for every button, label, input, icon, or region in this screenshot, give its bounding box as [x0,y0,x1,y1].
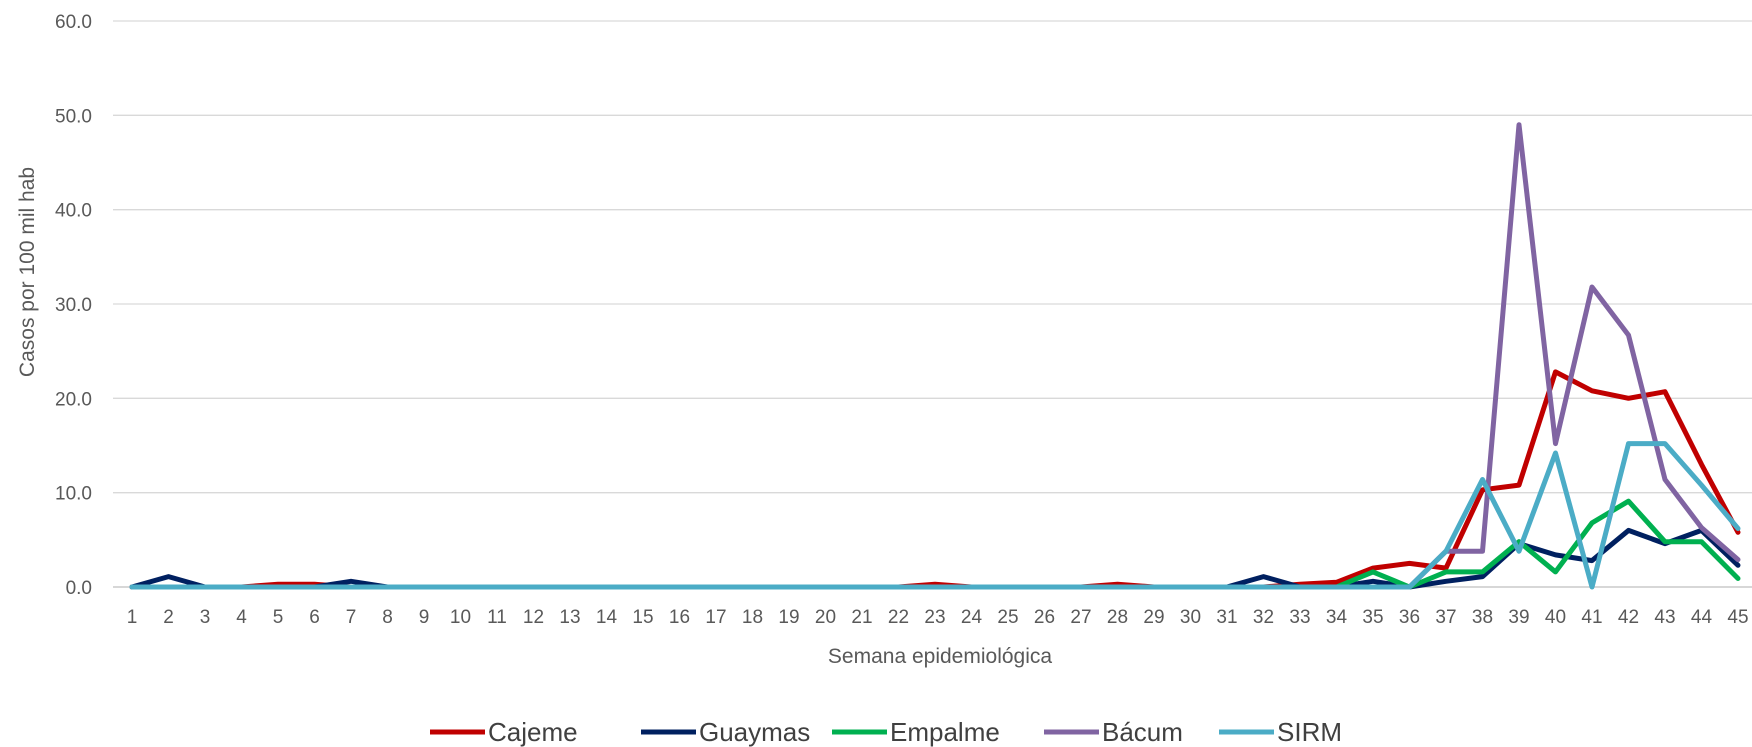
series-line-empalme [129,498,1741,590]
x-tick-label: 33 [1289,607,1310,628]
x-tick-label: 24 [961,607,983,628]
x-tick-label: 25 [997,607,1018,628]
series-line-bácum [129,122,1741,590]
x-tick-label: 22 [888,607,909,628]
x-tick-label: 38 [1472,607,1493,628]
x-tick-label: 45 [1727,607,1748,628]
x-tick-label: 10 [450,607,471,628]
x-tick-label: 21 [851,607,872,628]
x-tick-label: 23 [924,607,945,628]
x-tick-label: 17 [705,607,726,628]
x-tick-label: 35 [1362,607,1383,628]
legend: Cajeme Guaymas Empalme Bácum SIRM [430,717,1342,747]
x-tick-label: 2 [163,607,174,628]
x-tick-label: 4 [236,607,247,628]
x-tick-label: 40 [1545,607,1566,628]
x-tick-label: 36 [1399,607,1420,628]
x-tick-label: 30 [1180,607,1201,628]
x-tick-label: 18 [742,607,763,628]
x-tick-label: 31 [1216,607,1237,628]
x-tick-label: 15 [632,607,653,628]
y-tick-label: 40.0 [55,201,92,222]
x-tick-label: 43 [1654,607,1675,628]
x-tick-label: 7 [346,607,357,628]
x-tick-label: 27 [1070,607,1091,628]
x-tick-label: 34 [1326,607,1348,628]
legend-label: Guaymas [699,717,810,747]
x-tick-label: 44 [1691,607,1713,628]
x-tick-label: 42 [1618,607,1639,628]
x-axis-ticks: 1 2 3 4 5 6 7 8 9 10 11 12 13 14 15 16 17 18 19 20 21 22 23 24 2… [127,607,1749,628]
x-tick-label: 8 [382,607,393,628]
x-tick-label: 37 [1435,607,1456,628]
y-tick-label: 60.0 [55,12,92,33]
y-tick-label: 50.0 [55,106,92,127]
x-tick-label: 6 [309,607,320,628]
x-tick-label: 11 [487,607,507,628]
x-tick-label: 41 [1581,607,1602,628]
x-tick-label: 9 [419,607,430,628]
x-axis-title: Semana epidemiológica [828,645,1052,668]
x-tick-label: 12 [523,607,544,628]
y-tick-label: 10.0 [55,484,92,505]
x-tick-label: 16 [669,607,690,628]
x-tick-label: 28 [1107,607,1128,628]
x-tick-label: 19 [778,607,799,628]
legend-label: Bácum [1102,717,1183,747]
x-tick-label: 39 [1508,607,1529,628]
x-tick-label: 14 [596,607,618,628]
x-tick-label: 29 [1143,607,1164,628]
x-tick-label: 13 [559,607,580,628]
gridlines [113,20,1752,588]
y-tick-label: 20.0 [55,389,92,410]
x-tick-label: 5 [273,607,284,628]
x-tick-label: 26 [1034,607,1055,628]
legend-label: Cajeme [488,717,578,747]
series-lines [129,122,1741,590]
series-line-sirm [129,441,1741,590]
y-tick-label: 30.0 [55,295,92,316]
legend-label: Empalme [890,717,1000,747]
x-tick-label: 3 [200,607,211,628]
legend-label: SIRM [1277,717,1342,747]
x-tick-label: 1 [127,607,138,628]
y-axis-title: Casos por 100 mil hab [16,167,39,377]
y-axis-ticks: 0.0 10.0 20.0 30.0 40.0 50.0 60.0 [55,12,92,599]
y-tick-label: 0.0 [66,578,92,599]
x-tick-label: 20 [815,607,836,628]
x-tick-label: 32 [1253,607,1274,628]
